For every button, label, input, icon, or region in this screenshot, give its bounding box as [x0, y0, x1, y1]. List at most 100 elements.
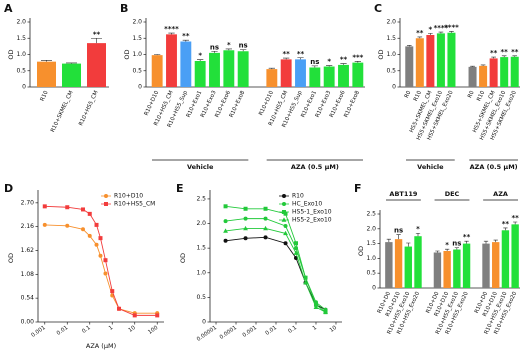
data-point [87, 233, 92, 238]
legend-label: HC_Exo10 [292, 201, 322, 208]
x-tick-label: R0 [404, 89, 413, 99]
error-bar [154, 54, 161, 56]
y-axis-label: OD [123, 49, 131, 59]
data-point [223, 204, 228, 209]
bar [447, 32, 456, 87]
error-bar [501, 55, 507, 58]
significance-label: * [327, 58, 331, 66]
series-line [225, 218, 326, 311]
significance-label: ** [511, 214, 519, 222]
bar [266, 69, 278, 87]
legend-label: HS5-2_Exo10 [292, 217, 332, 224]
bar [405, 46, 414, 87]
error-bar [283, 57, 290, 60]
series-line [225, 205, 326, 313]
error-bar [449, 31, 454, 33]
bar [482, 243, 490, 288]
x-tick-label: R10+Exo8 [343, 89, 361, 118]
bar [426, 35, 435, 87]
y-axis-label: OD [179, 253, 187, 263]
error-bar [297, 57, 304, 60]
significance-label: ns [210, 43, 219, 51]
significance-label: **** [434, 24, 449, 32]
bar [501, 230, 510, 288]
data-point [87, 211, 92, 216]
error-bar [311, 65, 318, 68]
x-tick-label: 1 [108, 325, 114, 332]
y-tick-label: 1.0 [132, 51, 142, 58]
y-tick-label: 2.0 [16, 19, 26, 26]
data-point [323, 309, 328, 314]
y-tick-label: 2.0 [196, 220, 206, 227]
error-bar [483, 240, 489, 244]
group-label: AZA (0.5 μM) [470, 163, 518, 171]
panel-letter: D [4, 182, 13, 195]
significance-label: ns [310, 58, 319, 66]
y-tick-label: 0.5 [196, 294, 206, 301]
data-point [94, 242, 99, 247]
significance-label: ** [502, 220, 510, 228]
y-tick-label: 1.5 [132, 35, 142, 42]
bar [338, 64, 349, 87]
y-tick-label: 0.5 [132, 67, 142, 74]
legend-marker [281, 217, 287, 222]
x-tick-label: 100 [147, 325, 159, 336]
x-tick-label: R10+Exo8 [229, 89, 247, 118]
x-tick-label: 1 [312, 325, 318, 332]
bar [37, 61, 56, 87]
bar [500, 57, 509, 87]
x-tick-label: R10+HS5_CM [78, 90, 100, 127]
data-point [293, 241, 298, 246]
x-tick-label: 0.01 [265, 325, 278, 337]
x-tick-label: 0.001 [242, 325, 258, 339]
error-bar [470, 65, 475, 67]
data-point [263, 216, 268, 221]
y-tick-label: 2.5 [196, 195, 206, 202]
error-bar [386, 238, 391, 243]
x-tick-label: R10+SKMEL_CM [50, 90, 75, 134]
y-tick-label: 1.5 [366, 240, 376, 247]
y-tick-label: 1.62 [21, 247, 35, 254]
error-bar [326, 65, 333, 67]
data-point [65, 223, 70, 228]
bar [87, 43, 106, 87]
y-tick-label: 2.5 [366, 211, 376, 218]
legend-marker [282, 210, 286, 214]
data-point [110, 289, 115, 294]
data-point [243, 206, 248, 211]
y-tick-label: 0 [202, 319, 206, 326]
x-tick-label: 0.01 [56, 325, 69, 337]
group-label: Vehicle [417, 163, 444, 171]
data-point [132, 313, 137, 318]
bar [166, 34, 177, 87]
significance-label: ** [416, 29, 424, 37]
bar [479, 65, 488, 87]
bar [468, 66, 477, 87]
data-point [293, 250, 299, 255]
error-bar [491, 56, 496, 59]
data-point [283, 224, 288, 228]
error-bar [197, 59, 204, 61]
x-tick-label: 0.1 [81, 325, 92, 335]
data-point [263, 206, 268, 211]
y-axis-label: OD [377, 49, 385, 59]
y-tick-label: 2.0 [132, 19, 142, 26]
data-point [155, 313, 160, 318]
bar [194, 61, 206, 87]
data-point [223, 219, 228, 224]
error-bar [240, 49, 247, 52]
y-axis-label: OD [357, 246, 365, 256]
bar [510, 56, 519, 87]
legend-label: R10+D10 [114, 193, 143, 200]
y-tick-label: 2.0 [386, 19, 396, 26]
bar [415, 38, 424, 87]
x-tick-label: 0.1 [287, 325, 298, 335]
significance-label: ** [463, 233, 471, 241]
y-tick-label: 0.5 [386, 67, 396, 74]
data-point [80, 227, 85, 232]
error-bar [182, 39, 189, 42]
significance-label: *** [352, 53, 363, 61]
data-point [243, 216, 248, 221]
error-bar [417, 36, 423, 39]
